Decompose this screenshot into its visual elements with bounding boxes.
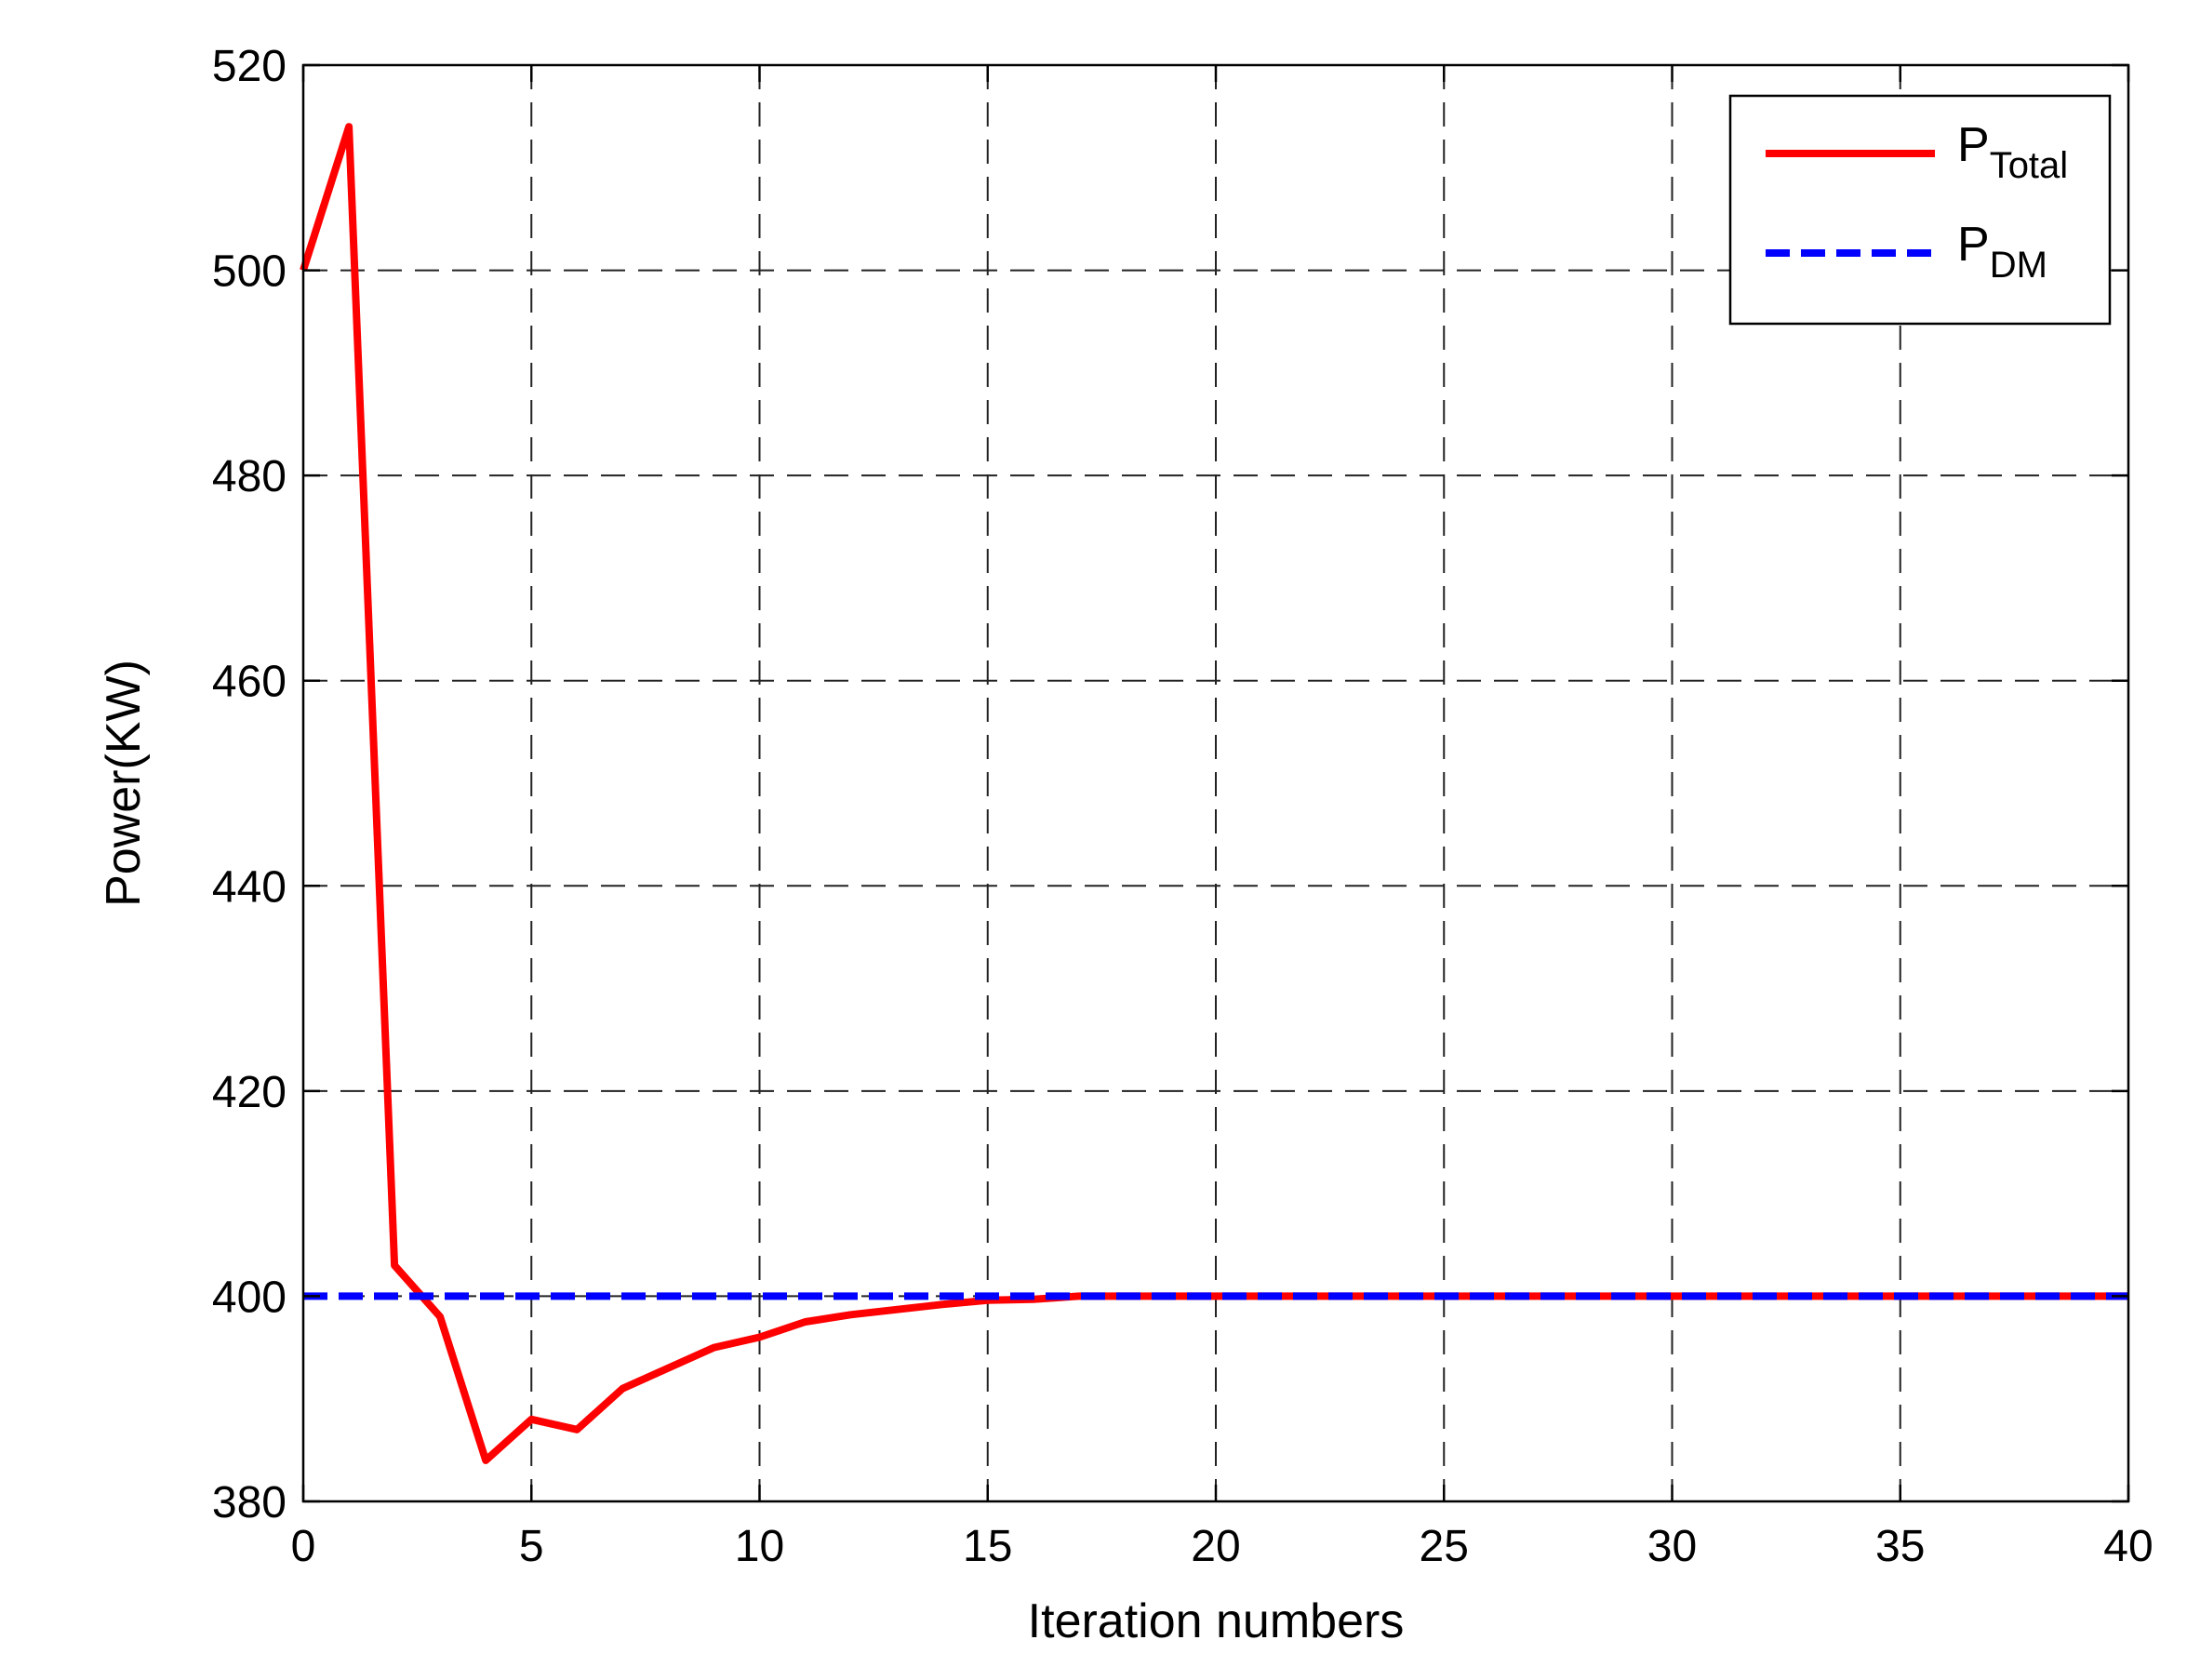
x-tick-label: 5	[519, 1522, 544, 1571]
legend-label-total: PTotal	[1957, 118, 2068, 186]
series-line-total	[300, 123, 2128, 1464]
legend-label-dm-sub: DM	[1990, 245, 2047, 286]
legend-label-total-main: P	[1957, 118, 1990, 172]
legend: PTotal PDM	[1728, 94, 2112, 326]
y-tick-label: 480	[212, 452, 287, 501]
tick-labels: 0 5 10 15 20 25 30 35 40 380 400 420 440 460 480 500 520	[212, 42, 2154, 1571]
legend-label-dm: PDM	[1957, 218, 2047, 286]
legend-label-dm-main: P	[1957, 218, 1990, 272]
legend-box	[1728, 94, 2112, 326]
y-tick-label: 440	[212, 862, 287, 912]
series-layer	[300, 123, 2128, 1464]
y-tick-label: 500	[212, 247, 287, 297]
x-tick-label: 35	[1875, 1522, 1925, 1571]
y-tick-label: 380	[212, 1478, 287, 1527]
x-tick-label: 20	[1191, 1522, 1240, 1571]
x-tick-label: 10	[735, 1522, 784, 1571]
x-tick-label: 0	[291, 1522, 316, 1571]
y-tick-label: 400	[212, 1273, 287, 1322]
y-tick-label: 460	[212, 658, 287, 707]
x-tick-label: 30	[1647, 1522, 1697, 1571]
y-tick-label: 420	[212, 1068, 287, 1117]
y-axis-title: Power(KW)	[97, 660, 151, 907]
y-tick-label: 520	[212, 42, 287, 91]
ticks	[301, 63, 2130, 1503]
x-tick-label: 25	[1420, 1522, 1469, 1571]
x-axis-title: Iteration numbers	[1028, 1594, 1405, 1648]
legend-label-total-sub: Total	[1990, 145, 2069, 186]
x-tick-label: 15	[963, 1522, 1012, 1571]
x-tick-label: 40	[2103, 1522, 2153, 1571]
